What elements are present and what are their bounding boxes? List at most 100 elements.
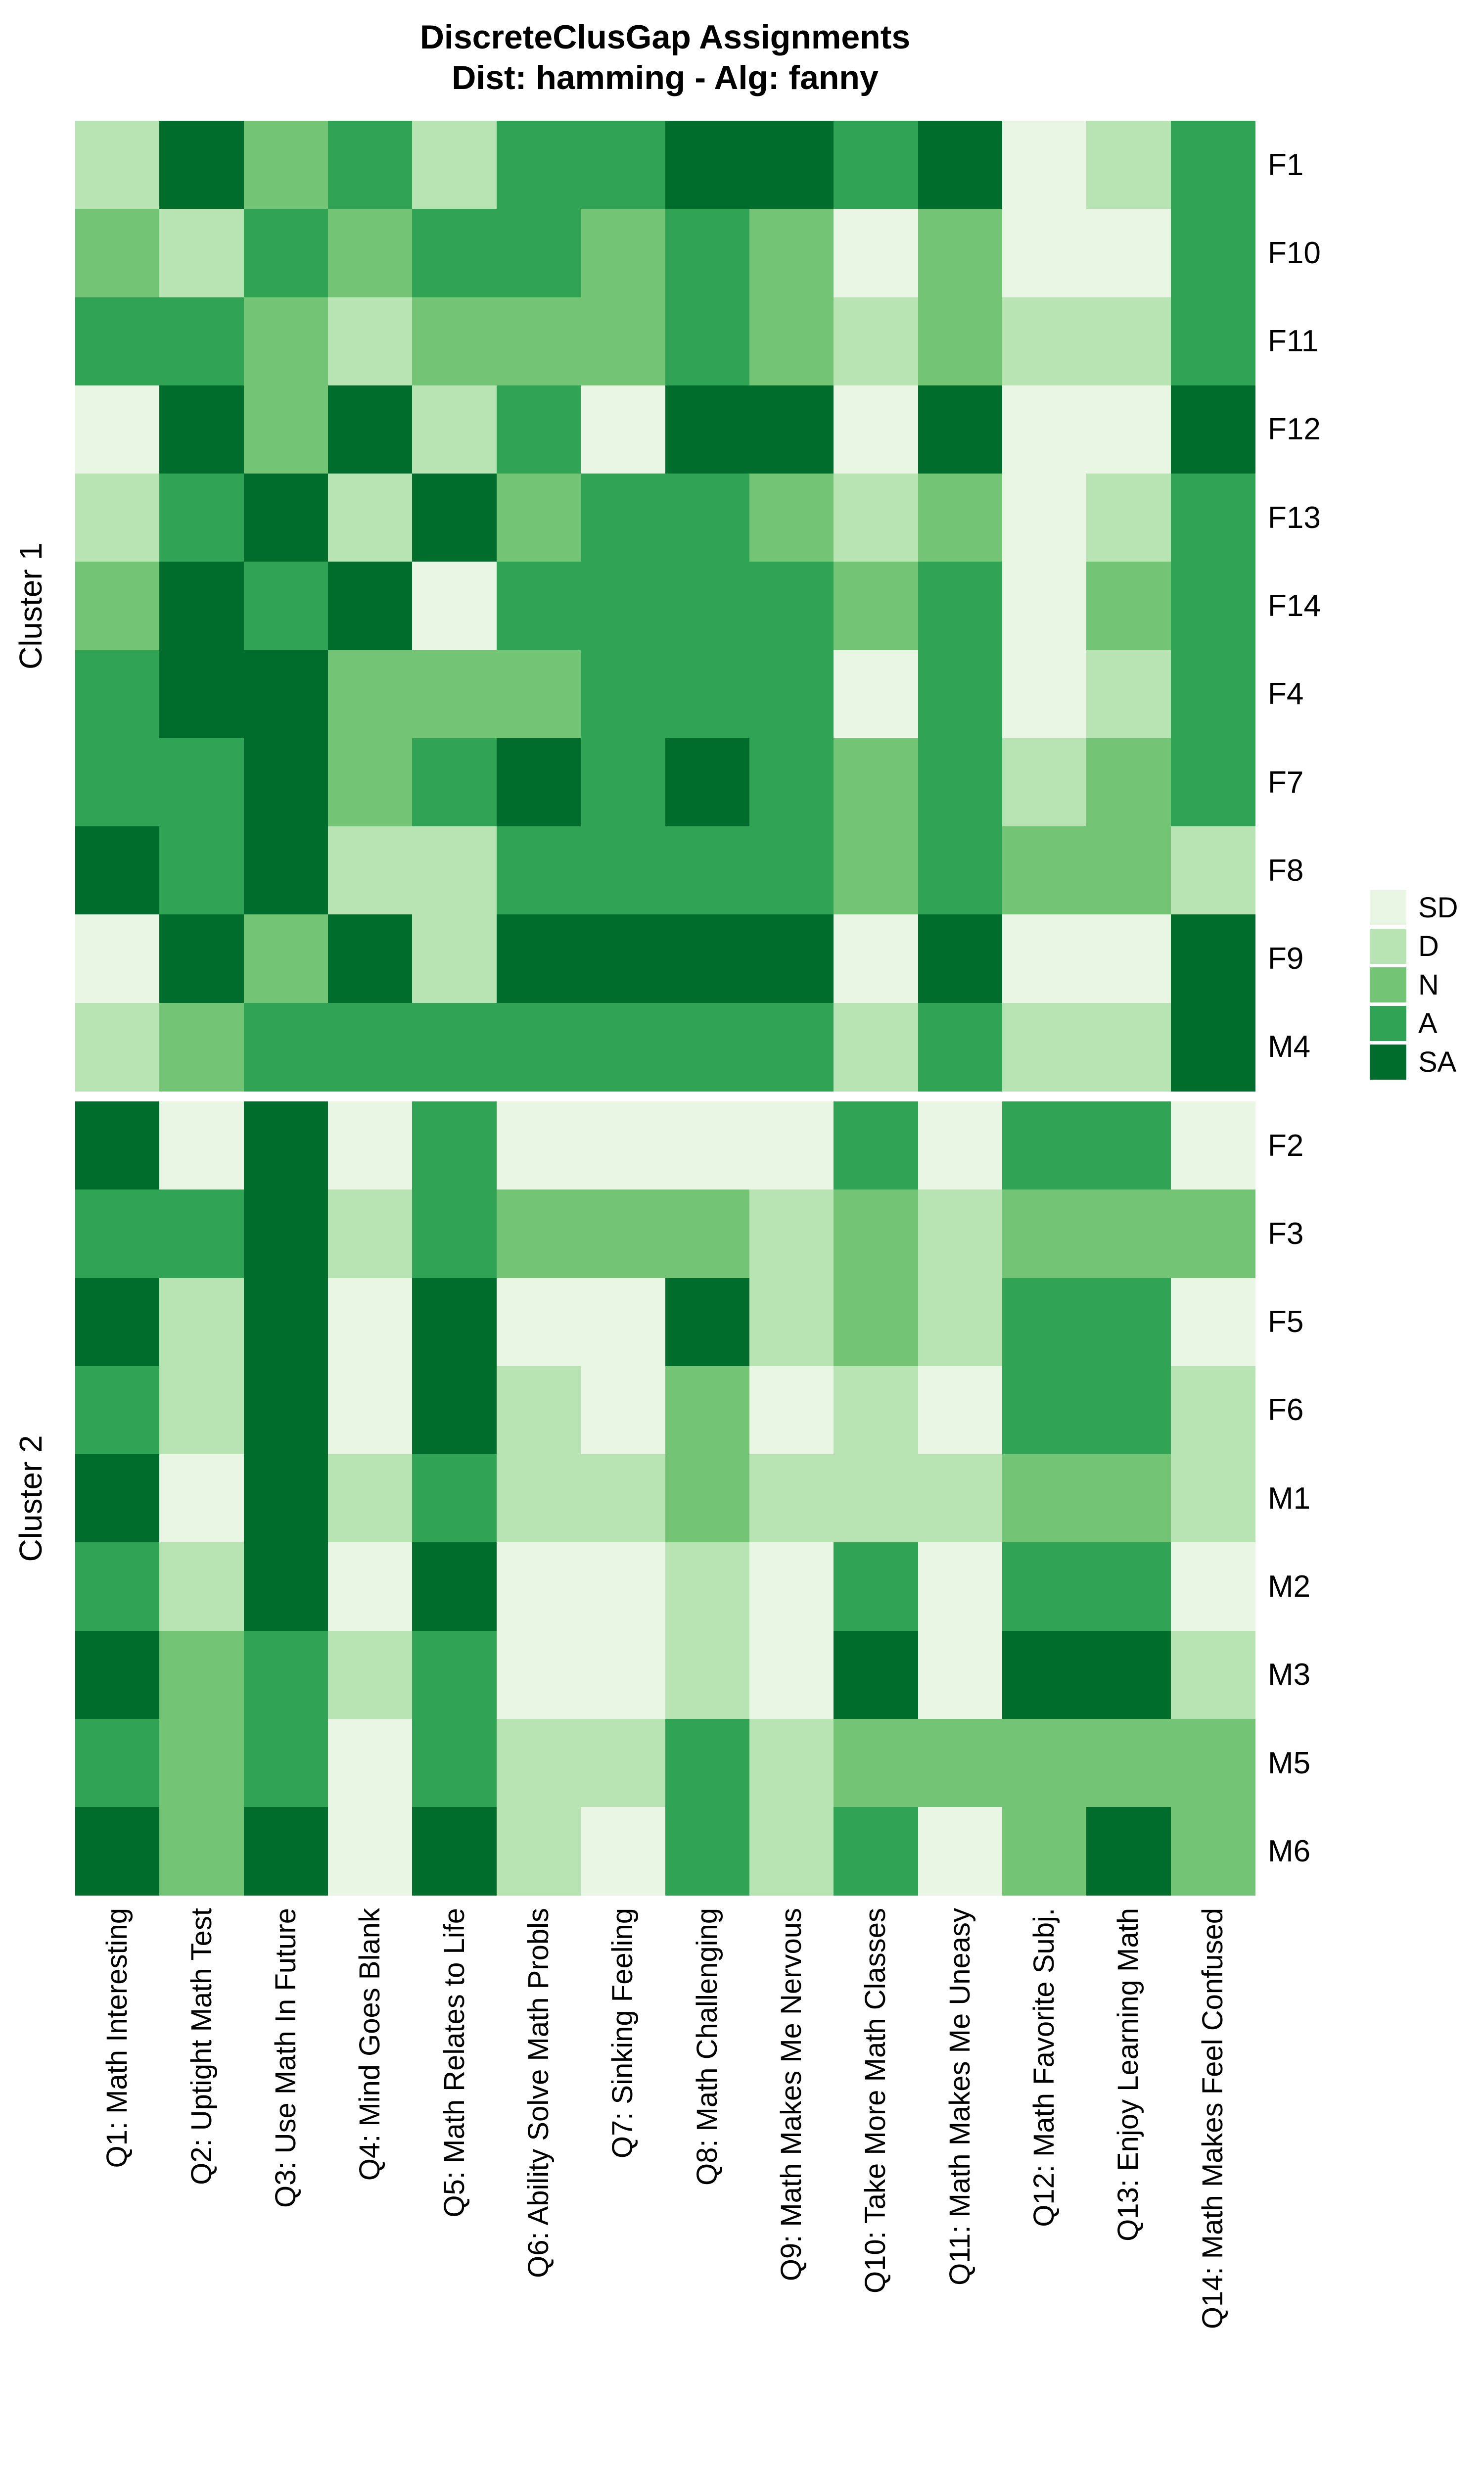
heatmap-cell (75, 1101, 160, 1190)
heatmap-cell (1086, 914, 1171, 1003)
heatmap-cell (749, 1718, 834, 1808)
column-label: Q8: Math Challenging (691, 1908, 723, 2186)
heatmap-cell (328, 914, 413, 1003)
heatmap-cell (918, 1366, 1003, 1455)
heatmap-cell (328, 826, 413, 915)
heatmap-cell (665, 385, 750, 474)
heatmap-cell (749, 1454, 834, 1543)
heatmap-cell (496, 1718, 581, 1808)
heatmap-cell (159, 1189, 244, 1279)
heatmap-cell (496, 121, 581, 209)
row-label: F7 (1268, 765, 1304, 800)
heatmap-cell (581, 1718, 666, 1808)
heatmap-cell (412, 1101, 497, 1190)
heatmap-cell (581, 121, 666, 209)
heatmap-cell (75, 1630, 160, 1719)
heatmap-cell (918, 1101, 1003, 1190)
heatmap-cell (159, 1630, 244, 1719)
heatmap-cell (918, 209, 1003, 298)
heatmap-cell (496, 1278, 581, 1367)
heatmap-cell (918, 1189, 1003, 1279)
heatmap-cell (1002, 914, 1087, 1003)
heatmap-cell (243, 1366, 328, 1455)
heatmap-cell (159, 1101, 244, 1190)
heatmap-cell (412, 1002, 497, 1092)
heatmap-cell (496, 385, 581, 474)
chart-title: DiscreteClusGap Assignments Dist: hammin… (75, 17, 1255, 98)
heatmap-cell (581, 914, 666, 1003)
heatmap-cell (243, 1278, 328, 1367)
row-label: F5 (1268, 1305, 1304, 1339)
legend-swatch-a (1370, 1006, 1406, 1041)
heatmap-cell (1170, 738, 1255, 827)
heatmap-cell (159, 914, 244, 1003)
heatmap-cell (75, 474, 160, 562)
heatmap-cell (749, 826, 834, 915)
heatmap-cell (75, 1542, 160, 1631)
heatmap-cell (749, 650, 834, 739)
heatmap-cell (918, 1630, 1003, 1719)
column-label: Q5: Math Relates to Life (438, 1908, 470, 2218)
heatmap-cell (834, 1189, 919, 1279)
heatmap-cell (1170, 914, 1255, 1003)
heatmap-cell (1170, 474, 1255, 562)
heatmap-cell (75, 1366, 160, 1455)
heatmap-cell (581, 1542, 666, 1631)
heatmap-cell (328, 1366, 413, 1455)
heatmap-cell (243, 1002, 328, 1092)
heatmap-cell (834, 1278, 919, 1367)
heatmap-cell (75, 1002, 160, 1092)
heatmap-cell (834, 1366, 919, 1455)
heatmap-cell (412, 474, 497, 562)
heatmap-cell (243, 650, 328, 739)
heatmap-cell (159, 738, 244, 827)
heatmap-cell (243, 1807, 328, 1896)
heatmap-cell (749, 474, 834, 562)
heatmap-cell (1002, 1278, 1087, 1367)
heatmap-cell (412, 826, 497, 915)
heatmap-cell (749, 1807, 834, 1896)
heatmap-cell (665, 738, 750, 827)
heatmap-cell (1002, 1454, 1087, 1543)
heatmap-cell (412, 1807, 497, 1896)
heatmap-cell (834, 1542, 919, 1631)
heatmap-cell (75, 650, 160, 739)
heatmap-cell (243, 1718, 328, 1808)
legend-item: N (1370, 967, 1458, 1002)
heatmap-cell (1002, 1366, 1087, 1455)
heatmap-cell (496, 1366, 581, 1455)
heatmap-cell (1002, 562, 1087, 651)
heatmap-cell (918, 1542, 1003, 1631)
heatmap-cell (75, 1718, 160, 1808)
heatmap-cell (1002, 385, 1087, 474)
heatmap-cell (665, 209, 750, 298)
heatmap-cell (581, 385, 666, 474)
heatmap-cell (1170, 1189, 1255, 1279)
heatmap-cell (581, 1002, 666, 1092)
heatmap-cell (243, 826, 328, 915)
heatmap-cell (496, 562, 581, 651)
heatmap-cell (496, 209, 581, 298)
heatmap-cell (159, 1454, 244, 1543)
heatmap-cell (918, 297, 1003, 386)
column-label: Q12: Math Favorite Subj. (1028, 1908, 1061, 2228)
heatmap-cell (328, 1807, 413, 1896)
heatmap-cell (918, 826, 1003, 915)
heatmap-cell (665, 1366, 750, 1455)
row-label: F4 (1268, 677, 1304, 712)
heatmap-cell (665, 1718, 750, 1808)
heatmap-cell (159, 650, 244, 739)
heatmap-cell (243, 385, 328, 474)
heatmap-cell (665, 914, 750, 1003)
heatmap-cell (1170, 1101, 1255, 1190)
heatmap-cell (1086, 826, 1171, 915)
heatmap-cell (412, 1366, 497, 1455)
heatmap-cell (412, 385, 497, 474)
heatmap-cell (665, 1002, 750, 1092)
heatmap-cell (834, 650, 919, 739)
heatmap-cell (412, 914, 497, 1003)
heatmap-cell (496, 826, 581, 915)
heatmap-cell (1086, 1807, 1171, 1896)
row-label: F1 (1268, 147, 1304, 182)
row-label: M4 (1268, 1030, 1311, 1064)
